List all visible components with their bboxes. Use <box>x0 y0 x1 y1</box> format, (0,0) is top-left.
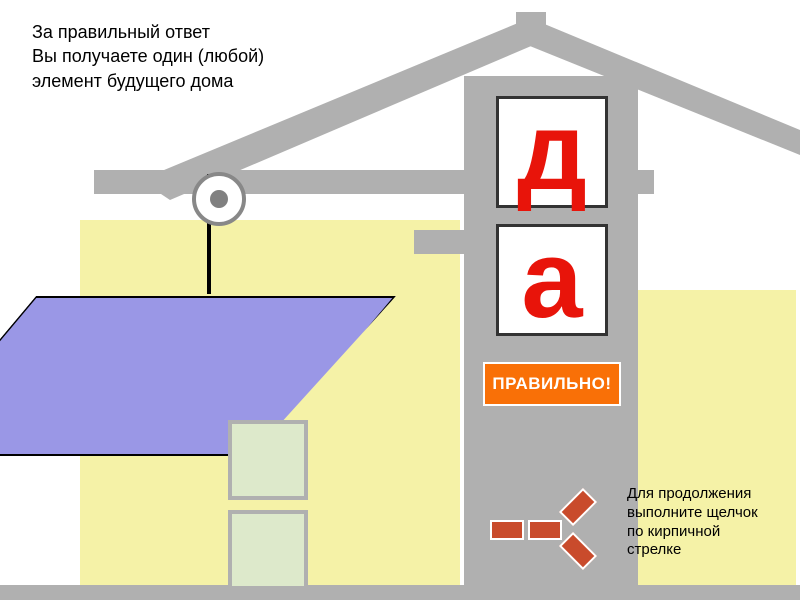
instruction-text: За правильный ответ Вы получаете один (л… <box>32 20 264 93</box>
crane-pulley-icon <box>192 172 246 226</box>
correct-badge-label: ПРАВИЛЬНО! <box>492 374 611 394</box>
brick-icon <box>528 520 562 540</box>
hint-line: по кирпичной <box>627 523 782 542</box>
letter-top: д <box>517 108 587 196</box>
strut-bottom <box>0 585 800 600</box>
roof-cap <box>516 12 546 36</box>
letter-card-bottom: а <box>496 224 608 336</box>
hint-line: выполните щелчок <box>627 504 782 523</box>
brick-icon <box>490 520 524 540</box>
correct-badge: ПРАВИЛЬНО! <box>483 362 621 406</box>
next-arrow-button[interactable] <box>490 490 610 560</box>
hint-line: Для продолжения <box>627 485 782 504</box>
stage: д а ПРАВИЛЬНО! За правильный ответ Вы по… <box>0 0 800 600</box>
window-2 <box>228 510 308 590</box>
letter-card-top: д <box>496 96 608 208</box>
window-1 <box>228 420 308 500</box>
instruction-line: Вы получаете один (любой) <box>32 44 264 68</box>
brick-icon <box>559 488 597 526</box>
letter-bottom: а <box>521 236 582 324</box>
instruction-line: За правильный ответ <box>32 20 264 44</box>
instruction-line: элемент будущего дома <box>32 69 264 93</box>
hint-line: стрелке <box>627 541 782 560</box>
hint-text: Для продолжения выполните щелчок по кирп… <box>627 485 782 560</box>
